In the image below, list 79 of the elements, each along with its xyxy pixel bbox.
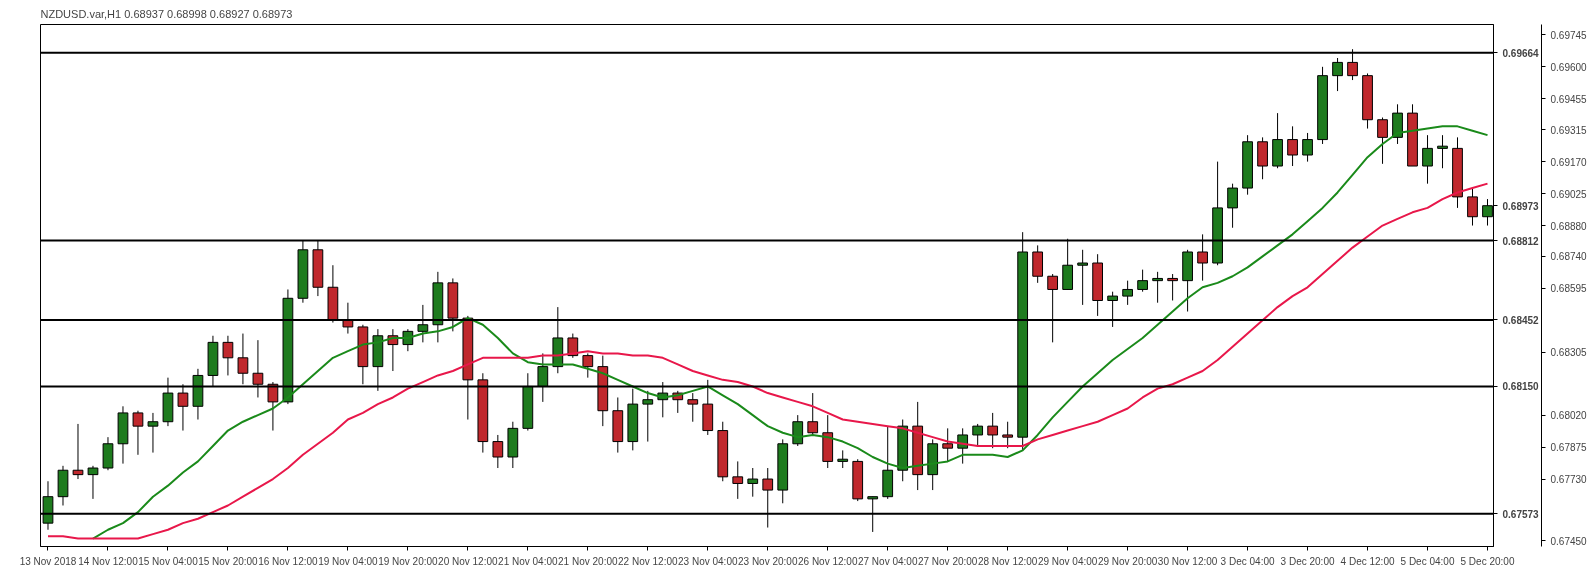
chart-title: NZDUSD.var,H1 0.68937 0.68998 0.68927 0.68973 bbox=[40, 7, 293, 20]
ref-line-label: 0.68812 bbox=[1502, 235, 1540, 247]
x-tick-label: 15 Nov 20:00 bbox=[198, 555, 259, 567]
candlestick bbox=[792, 414, 804, 447]
x-tick-label: 5 Dec 20:00 bbox=[1460, 555, 1515, 567]
candlestick bbox=[1302, 132, 1313, 163]
candlestick bbox=[1377, 117, 1388, 165]
candlestick bbox=[87, 465, 99, 500]
x-tick-label: 21 Nov 20:00 bbox=[558, 555, 618, 567]
x-tick-label: 19 Nov 04:00 bbox=[318, 555, 379, 567]
x-tick-label: 3 Dec 20:00 bbox=[1280, 555, 1335, 567]
x-tick-label: 20 Nov 12:00 bbox=[438, 555, 499, 567]
candlestick bbox=[582, 352, 594, 379]
x-tick-label: 21 Nov 04:00 bbox=[498, 555, 559, 567]
x-tick-label: 19 Nov 20:00 bbox=[378, 555, 439, 567]
x-tick-label: 30 Nov 12:00 bbox=[1157, 555, 1218, 567]
text: 0.68973 bbox=[1502, 200, 1540, 212]
y-tick-label: 0.68020 bbox=[1550, 410, 1588, 422]
x-tick-label: 13 Nov 2018 bbox=[19, 555, 77, 567]
candlestick bbox=[972, 423, 984, 447]
x-tick-label: 27 Nov 04:00 bbox=[857, 555, 918, 567]
x-tick-label: 3 Dec 04:00 bbox=[1220, 555, 1275, 567]
y-tick-label: 0.68740 bbox=[1550, 251, 1588, 263]
x-tick-label: 4 Dec 12:00 bbox=[1340, 555, 1395, 567]
y-tick-label: 0.69025 bbox=[1550, 188, 1588, 200]
x-tick-label: 22 Nov 12:00 bbox=[618, 555, 678, 567]
candlestick bbox=[1227, 183, 1238, 229]
candlestick bbox=[942, 427, 954, 462]
candlestick bbox=[1152, 271, 1163, 304]
x-tick-label: 28 Nov 12:00 bbox=[977, 555, 1038, 567]
candlestick bbox=[1422, 134, 1433, 185]
x-tick-label: 15 Nov 04:00 bbox=[138, 555, 199, 567]
y-tick-label: 0.68595 bbox=[1550, 283, 1588, 295]
candlestick bbox=[1122, 280, 1133, 306]
candlestick bbox=[732, 460, 744, 500]
candlestick bbox=[1167, 273, 1178, 301]
candlestick bbox=[147, 412, 159, 454]
candlestick bbox=[1437, 134, 1448, 169]
y-tick-label: 0.67450 bbox=[1550, 535, 1588, 547]
candlestick bbox=[132, 410, 144, 456]
x-tick-label: 29 Nov 20:00 bbox=[1097, 555, 1158, 567]
y-tick-label: 0.69600 bbox=[1550, 61, 1588, 73]
candlestick bbox=[222, 335, 234, 376]
x-tick-label: 5 Dec 04:00 bbox=[1400, 555, 1455, 567]
ref-line-label: 0.69664 bbox=[1502, 47, 1540, 59]
x-tick-label: 23 Nov 04:00 bbox=[678, 555, 738, 567]
line-series bbox=[91, 125, 1489, 540]
candlestick bbox=[567, 333, 579, 359]
candlestick bbox=[747, 467, 759, 498]
candlestick bbox=[1332, 57, 1343, 92]
candlestick bbox=[1287, 125, 1298, 167]
candlestick bbox=[687, 392, 699, 423]
ref-line-label: 0.68150 bbox=[1502, 381, 1540, 393]
x-tick-label: 14 Nov 12:00 bbox=[78, 555, 139, 567]
candlestick bbox=[987, 412, 999, 449]
y-tick-label: 0.69170 bbox=[1550, 156, 1588, 168]
y-tick-label: 0.68880 bbox=[1550, 220, 1588, 232]
ref-line-label: 0.68452 bbox=[1502, 314, 1540, 326]
candlestick bbox=[642, 390, 654, 443]
y-tick-label: 0.67875 bbox=[1550, 442, 1588, 454]
y-tick-label: 0.69315 bbox=[1550, 124, 1588, 136]
candlestick bbox=[807, 392, 819, 436]
candlestick bbox=[492, 434, 504, 469]
candlestick bbox=[1137, 269, 1148, 293]
x-tick-label: 23 Nov 20:00 bbox=[738, 555, 798, 567]
y-tick-label: 0.69745 bbox=[1550, 29, 1588, 41]
x-tick-label: 29 Nov 04:00 bbox=[1037, 555, 1098, 567]
y-tick-label: 0.69455 bbox=[1550, 93, 1588, 105]
x-tick-label: 26 Nov 12:00 bbox=[797, 555, 858, 567]
y-tick-label: 0.68305 bbox=[1550, 347, 1588, 359]
y-tick-label: 0.67730 bbox=[1550, 474, 1588, 486]
x-tick-label: 27 Nov 20:00 bbox=[917, 555, 978, 567]
candlestick bbox=[1002, 421, 1014, 449]
line-series bbox=[47, 182, 1489, 540]
x-tick-label: 16 Nov 12:00 bbox=[258, 555, 319, 567]
candlestick bbox=[1077, 249, 1089, 306]
ref-line-label: 0.67573 bbox=[1502, 508, 1540, 520]
candlestick bbox=[1467, 187, 1478, 227]
candlestick bbox=[72, 423, 84, 480]
